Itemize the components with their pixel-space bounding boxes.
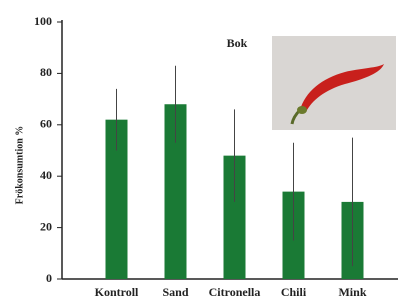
- photo: [272, 36, 396, 130]
- x-tick-label: Mink: [338, 285, 366, 299]
- y-tick-label: 40: [40, 168, 52, 182]
- x-tick-label: Kontroll: [95, 285, 139, 299]
- x-tick-label: Citronella: [209, 285, 261, 299]
- chart: Bok Frökonsumtion % 0 20 40 60 80 100 Kontroll…: [0, 0, 400, 300]
- y-tick-label: 100: [34, 14, 52, 28]
- x-tick-label: Sand: [162, 285, 188, 299]
- y-tick-label: 80: [40, 65, 52, 79]
- y-axis-label: Frökonsumtion %: [14, 126, 25, 205]
- x-tick-label: Chili: [281, 285, 307, 299]
- annotation: Bok: [227, 36, 248, 50]
- y-tick-label: 20: [40, 219, 52, 233]
- y-tick-label: 60: [40, 117, 52, 131]
- y-tick-label: 0: [46, 271, 52, 285]
